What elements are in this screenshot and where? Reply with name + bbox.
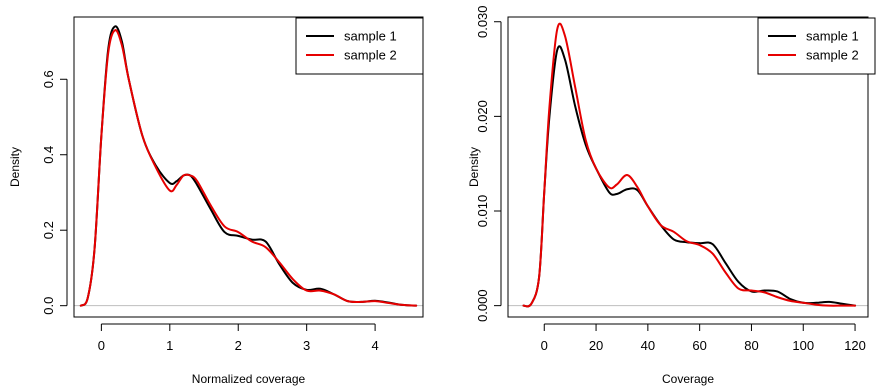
series-line-2 [79,29,418,307]
x-tick-label: 80 [744,338,758,353]
x-tick-label: 40 [641,338,655,353]
plot-frame [507,16,869,318]
legend-label: sample 1 [344,29,397,44]
y-tick-label: 0.030 [475,5,490,38]
x-tick-label: 4 [371,338,378,353]
y-tick-label: 0.000 [475,289,490,322]
x-tick-label: 1 [166,338,173,353]
series-line-2 [522,22,857,308]
y-tick-label: 0.2 [41,221,56,239]
legend-box [757,17,876,75]
x-tick-label: 0 [98,338,105,353]
y-tick-label: 0.6 [41,70,56,88]
plot-panel-1: 0 1 2 3 4 0.0 0.2 0.4 0.6 Normalized coverage Dens… [8,16,424,386]
x-tick-label: 60 [692,338,706,353]
y-tick-label: 0.0 [41,297,56,315]
y-axis-title: Density [8,147,22,187]
x-tick-label: 100 [792,338,814,353]
series-line-1 [522,45,857,308]
x-tick-label: 0 [541,338,548,353]
legend-box [295,17,424,75]
y-tick-label: 0.010 [475,195,490,228]
y-axis-title: Density [467,147,481,187]
y-tick-label: 0.020 [475,100,490,133]
x-axis-title: Normalized coverage [192,372,306,386]
x-tick-label: 20 [589,338,603,353]
legend-label: sample 1 [806,29,859,44]
legend: sample 1 sample 2 [757,17,876,75]
legend-label: sample 2 [344,48,397,63]
x-tick-label: 3 [303,338,310,353]
x-tick-label: 2 [235,338,242,353]
x-tick-label: 120 [844,338,866,353]
legend: sample 1 sample 2 [295,17,424,75]
x-axis-title: Coverage [662,372,714,386]
plot-frame [73,16,424,318]
legend-label: sample 2 [806,48,859,63]
plot-panel-2: 0 20 40 60 80 100 120 0.000 0.010 0.020 0.030 Cover… [467,5,876,386]
y-tick-label: 0.4 [41,146,56,164]
